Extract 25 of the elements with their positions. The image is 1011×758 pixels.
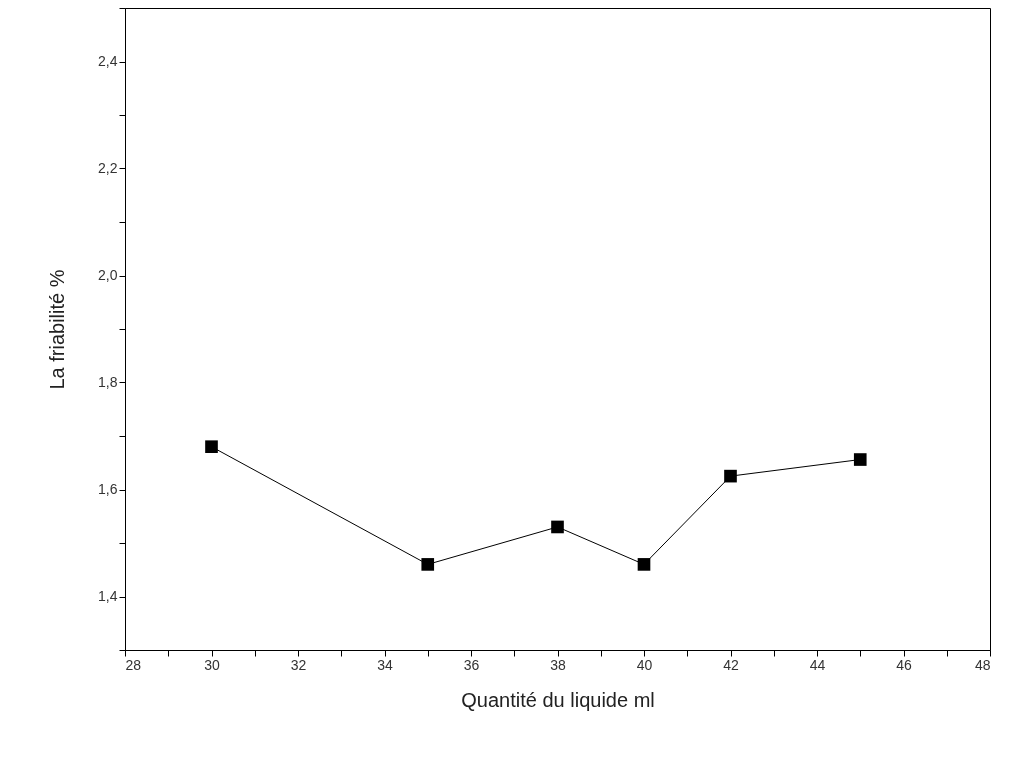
point xyxy=(637,558,651,571)
x-tick-label: 48 xyxy=(974,656,991,673)
x-tick-label: 44 xyxy=(809,656,826,673)
y-tick-label: 2,4 xyxy=(98,53,118,69)
x-tick-label: 28 xyxy=(125,656,142,673)
x-axis-title: Quantité du liquide ml xyxy=(461,688,655,711)
x-tick-label: 36 xyxy=(463,656,480,673)
y-tick-label: 2,2 xyxy=(98,160,118,176)
point xyxy=(551,520,564,534)
x-tick-label: 40 xyxy=(636,656,653,673)
point xyxy=(205,440,218,454)
y-tick-label: 1,4 xyxy=(98,588,118,604)
y-tick-label: 1,6 xyxy=(98,481,118,497)
x-tick-label: 38 xyxy=(550,656,566,673)
y-tick-label: 1,8 xyxy=(98,374,118,390)
y-tick-label: 2,0 xyxy=(98,267,118,283)
x-tick-label: 42 xyxy=(723,656,739,673)
point xyxy=(421,558,435,571)
y-axis-title: La friabilité % xyxy=(46,269,69,390)
x-tick-label: 32 xyxy=(290,656,307,673)
point xyxy=(724,469,737,483)
x-tick-label: 34 xyxy=(377,656,393,673)
x-tick-label: 30 xyxy=(204,656,220,673)
point xyxy=(853,453,867,466)
x-tick-label: 46 xyxy=(896,656,912,673)
